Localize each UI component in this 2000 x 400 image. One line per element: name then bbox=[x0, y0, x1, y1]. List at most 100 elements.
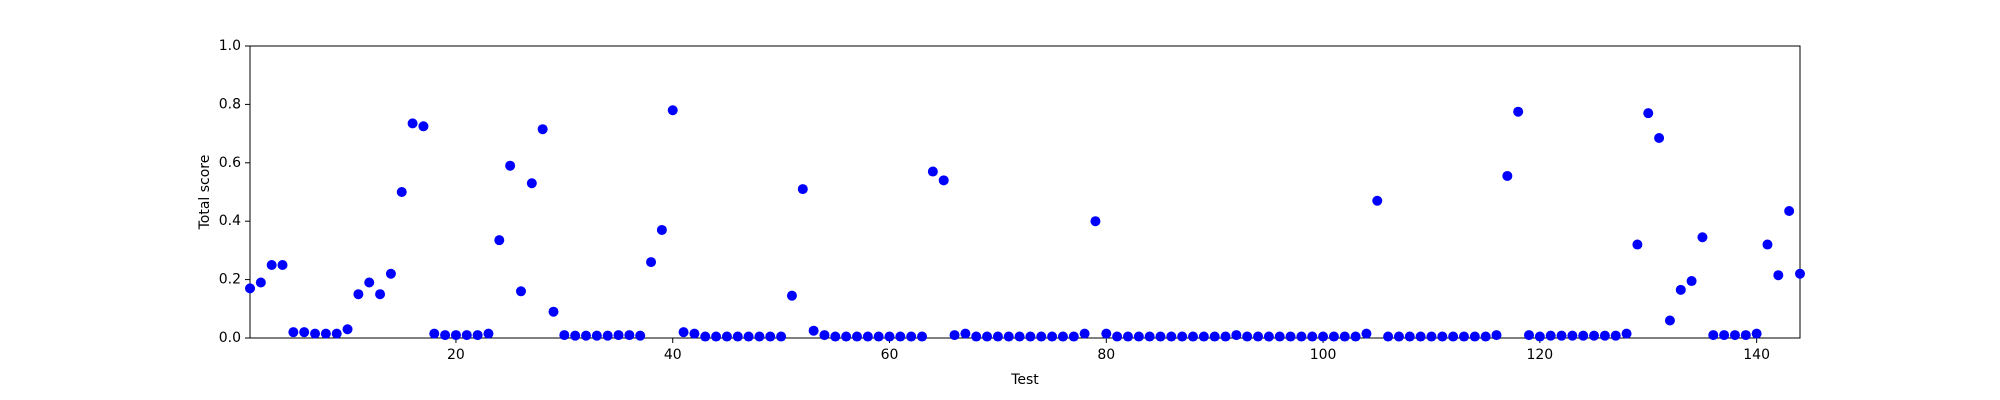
data-point bbox=[1502, 170, 1513, 181]
data-point bbox=[1166, 331, 1177, 342]
data-point bbox=[418, 121, 429, 132]
data-point bbox=[505, 160, 516, 171]
data-point bbox=[1231, 330, 1242, 341]
data-point bbox=[288, 327, 299, 338]
data-point bbox=[992, 331, 1003, 342]
data-point bbox=[667, 105, 678, 116]
data-point bbox=[1491, 330, 1502, 341]
data-point bbox=[819, 330, 830, 341]
data-point bbox=[613, 330, 624, 341]
data-point bbox=[917, 331, 928, 342]
data-point bbox=[1664, 315, 1675, 326]
data-point bbox=[1610, 330, 1621, 341]
y-tick-label: 0.4 bbox=[219, 213, 241, 229]
y-tick-label: 1.0 bbox=[219, 38, 241, 54]
data-point bbox=[407, 118, 418, 129]
data-point bbox=[515, 286, 526, 297]
y-tick-label: 0.0 bbox=[219, 330, 241, 346]
data-point bbox=[602, 330, 613, 341]
data-point bbox=[364, 277, 375, 288]
data-point bbox=[949, 330, 960, 341]
data-point bbox=[689, 328, 700, 339]
data-point bbox=[1524, 330, 1535, 341]
data-point bbox=[1589, 330, 1600, 341]
data-point bbox=[1643, 108, 1654, 119]
data-point bbox=[1068, 331, 1079, 342]
data-point bbox=[1621, 328, 1632, 339]
data-point bbox=[396, 187, 407, 197]
data-point bbox=[537, 124, 548, 135]
data-point bbox=[830, 331, 841, 342]
data-point bbox=[1339, 331, 1350, 342]
data-point bbox=[342, 324, 353, 335]
data-point bbox=[927, 166, 938, 177]
data-point bbox=[1578, 330, 1589, 341]
data-point bbox=[797, 184, 808, 195]
data-point bbox=[1122, 331, 1133, 342]
data-point bbox=[591, 330, 602, 341]
data-point bbox=[277, 260, 288, 270]
data-point bbox=[1101, 328, 1112, 339]
data-point bbox=[1307, 331, 1318, 342]
data-point bbox=[1545, 330, 1556, 341]
data-point bbox=[1795, 268, 1805, 279]
data-point bbox=[581, 330, 592, 341]
data-point bbox=[1133, 331, 1144, 342]
data-point bbox=[1773, 270, 1784, 281]
x-tick-label: 100 bbox=[1310, 347, 1337, 363]
data-point bbox=[1036, 331, 1047, 342]
data-point bbox=[1534, 331, 1545, 342]
data-point bbox=[1296, 331, 1307, 342]
data-point bbox=[851, 331, 862, 342]
data-point bbox=[960, 328, 971, 339]
data-point bbox=[808, 325, 819, 336]
data-point bbox=[1014, 331, 1025, 342]
data-point bbox=[1675, 284, 1686, 295]
data-point bbox=[1318, 331, 1329, 342]
data-point bbox=[1350, 331, 1361, 342]
data-point bbox=[1556, 330, 1567, 341]
data-point bbox=[1513, 106, 1524, 117]
data-point bbox=[1285, 331, 1296, 342]
data-point bbox=[776, 331, 787, 342]
data-point bbox=[255, 277, 266, 288]
data-point bbox=[721, 331, 732, 342]
data-point bbox=[1177, 331, 1188, 342]
data-point bbox=[765, 331, 776, 342]
data-point bbox=[1708, 330, 1719, 341]
y-tick-label: 0.6 bbox=[219, 155, 241, 171]
plot-frame bbox=[249, 45, 1801, 339]
data-point bbox=[895, 331, 906, 342]
data-point bbox=[1426, 331, 1437, 342]
x-tick-label: 80 bbox=[1097, 347, 1115, 363]
y-tick-label: 0.8 bbox=[219, 96, 241, 112]
data-point bbox=[1079, 328, 1090, 339]
data-point bbox=[635, 330, 646, 341]
data-point bbox=[862, 331, 873, 342]
data-point bbox=[1274, 331, 1285, 342]
y-tick-label: 0.2 bbox=[219, 272, 241, 288]
data-point bbox=[971, 331, 982, 342]
data-point bbox=[656, 224, 667, 235]
data-point bbox=[299, 327, 310, 338]
data-point bbox=[429, 328, 440, 339]
data-point bbox=[331, 328, 342, 339]
data-point bbox=[1361, 328, 1372, 339]
data-point bbox=[1393, 331, 1404, 342]
data-point bbox=[461, 330, 472, 341]
data-point bbox=[678, 327, 689, 338]
x-tick-label: 140 bbox=[1743, 347, 1770, 363]
data-point bbox=[1751, 328, 1762, 339]
data-point bbox=[1328, 331, 1339, 342]
data-point bbox=[646, 257, 657, 268]
data-point bbox=[483, 328, 494, 339]
data-point bbox=[310, 328, 321, 339]
data-point bbox=[1480, 331, 1491, 342]
data-point bbox=[1448, 331, 1459, 342]
data-point bbox=[1437, 331, 1448, 342]
data-point bbox=[570, 330, 581, 341]
data-point bbox=[700, 331, 711, 342]
data-point bbox=[1057, 331, 1068, 342]
data-point bbox=[385, 268, 396, 279]
